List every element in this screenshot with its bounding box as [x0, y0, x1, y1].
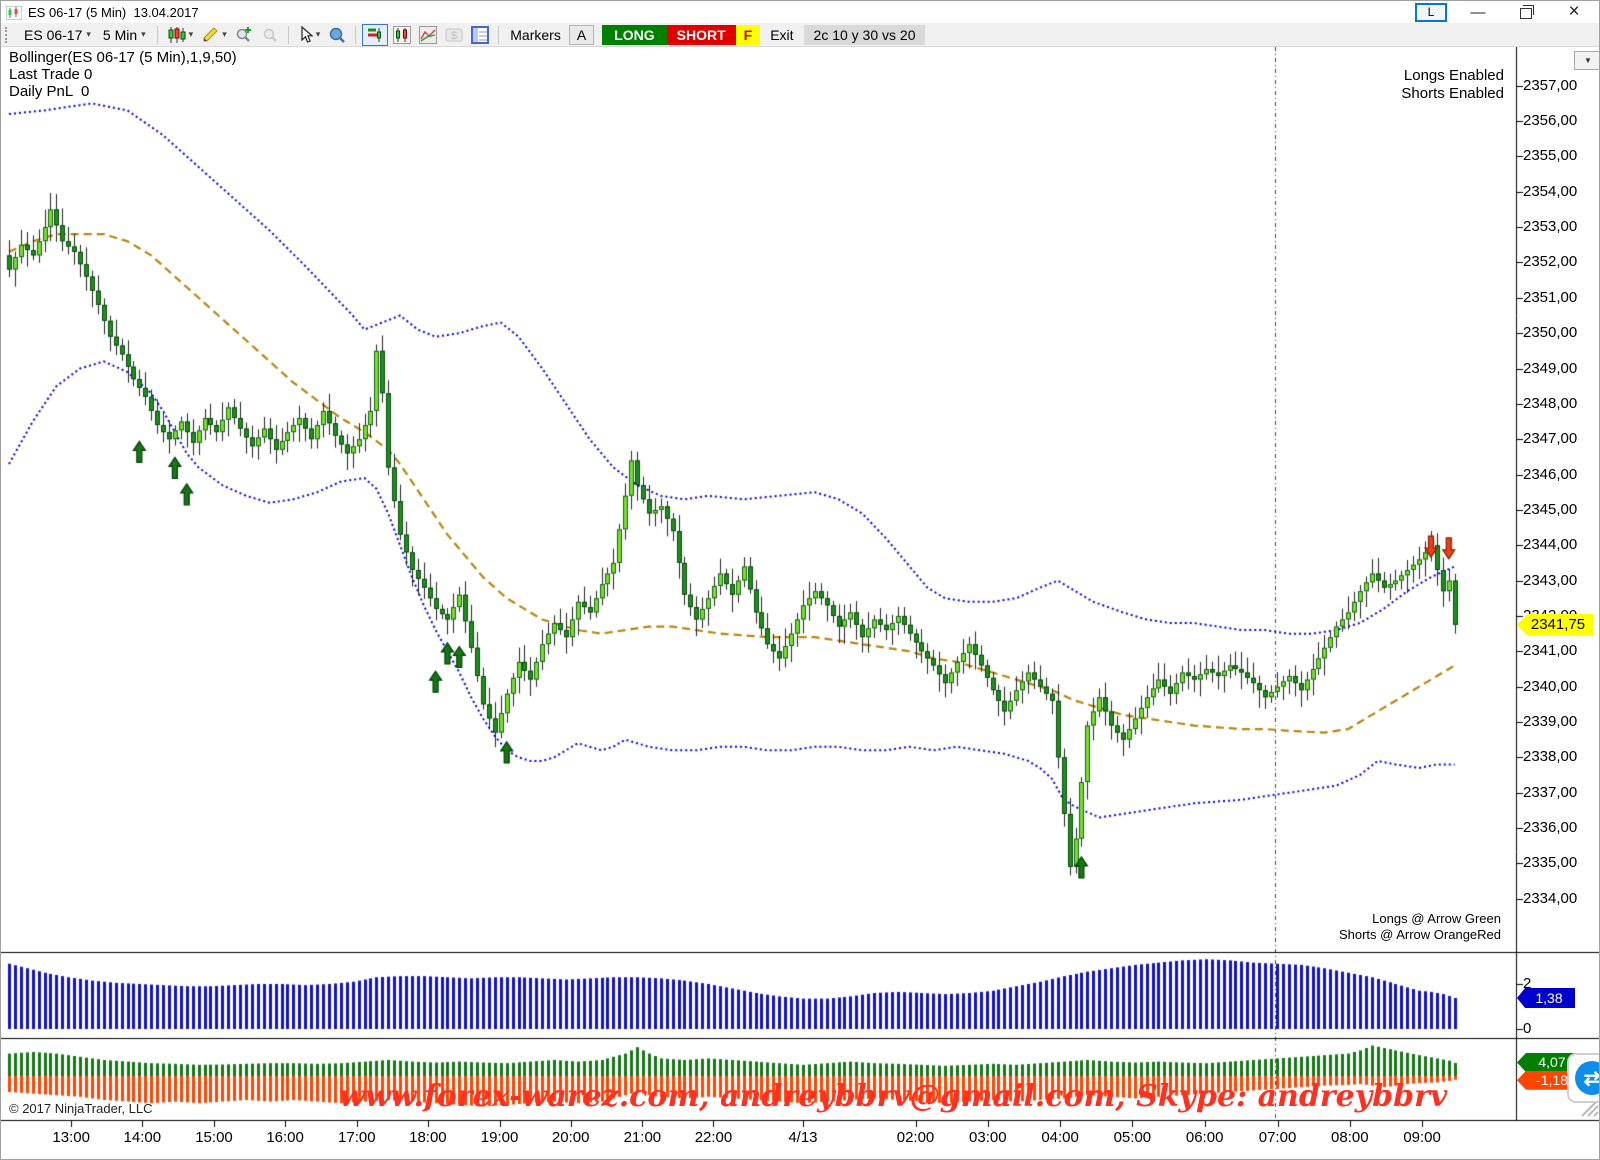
grid-properties-button[interactable]: [468, 25, 492, 45]
candlestick-style-icon: [168, 26, 186, 43]
account-button[interactable]: $: [442, 25, 466, 45]
remote-access-overlay-button[interactable]: ⇄: [1567, 1053, 1599, 1103]
long-button[interactable]: LONG: [602, 24, 667, 45]
chart-style-button[interactable]: ▾: [164, 25, 197, 45]
bars-panel-button[interactable]: [390, 25, 414, 45]
short-button[interactable]: SHORT: [666, 24, 736, 45]
zoom-in-button[interactable]: [232, 25, 256, 45]
cursor-tool-button[interactable]: ▾: [295, 25, 324, 45]
line-chart-icon: [419, 25, 438, 44]
minimize-icon: —: [1470, 3, 1486, 21]
dropdown-arrow-icon: ▼: [1584, 56, 1592, 65]
close-icon: ×: [1568, 1, 1580, 22]
minimize-button[interactable]: —: [1461, 2, 1495, 22]
interval-label: 5 Min: [102, 26, 138, 43]
chart-window-icon: [6, 6, 22, 20]
chevron-down-icon: ▾: [86, 29, 91, 39]
zoom-in-icon: [236, 26, 251, 42]
auto-button[interactable]: A: [568, 24, 595, 45]
dollar-icon: $: [445, 28, 463, 42]
exit-button[interactable]: Exit: [770, 26, 794, 43]
bars-panel-icon: [393, 25, 412, 44]
chevron-down-icon: ▾: [222, 29, 227, 39]
pencil-icon: [203, 26, 218, 41]
svg-text:$: $: [451, 30, 457, 42]
chevron-down-icon: ▾: [141, 29, 146, 39]
pointer-icon: [301, 25, 314, 43]
separator: [355, 25, 357, 44]
title-bar[interactable]: ES 06-17 (5 Min) 13.04.2017 L — ×: [1, 1, 1599, 23]
indicators-button[interactable]: [416, 25, 440, 45]
chevron-down-icon: ▾: [315, 29, 321, 39]
chart-trader-button[interactable]: [362, 23, 389, 46]
flatten-button[interactable]: F: [735, 24, 761, 45]
data-box-button[interactable]: [325, 25, 349, 45]
draw-tools-button[interactable]: ▾: [198, 25, 230, 45]
instrument-label: ES 06-17: [24, 26, 83, 43]
zoom-out-button[interactable]: [258, 25, 282, 45]
chart-canvas[interactable]: [1, 47, 1599, 1159]
separator: [287, 25, 289, 44]
chevron-down-icon: ▾: [188, 29, 194, 39]
close-button[interactable]: ×: [1557, 1, 1591, 22]
separator: [156, 25, 158, 44]
remote-access-arrows-icon: ⇄: [1575, 1061, 1599, 1095]
chart-toolbar: ES 06-17 ▾ 5 Min ▾ ▾ ▾: [1, 23, 1599, 47]
window-title: ES 06-17 (5 Min) 13.04.2017: [28, 4, 199, 20]
instrument-selector[interactable]: ES 06-17 ▾: [18, 25, 97, 45]
restore-icon: [1520, 4, 1534, 19]
toolbar-grip[interactable]: [5, 26, 12, 43]
zoom-out-icon: [263, 28, 277, 42]
data-box-icon: [330, 27, 346, 43]
strategy-preset-button[interactable]: 2c 10 y 30 vs 20: [803, 24, 926, 45]
link-button[interactable]: L: [1415, 2, 1447, 22]
separator: [498, 25, 500, 44]
price-axis-dropdown-button[interactable]: ▼: [1574, 51, 1599, 70]
grid-icon: [471, 25, 490, 44]
chart-area: [1, 47, 1599, 1159]
chart-trader-icon: [368, 27, 382, 42]
restore-button[interactable]: [1509, 2, 1543, 22]
markers-label: Markers: [510, 26, 561, 43]
interval-selector[interactable]: 5 Min ▾: [97, 25, 152, 45]
